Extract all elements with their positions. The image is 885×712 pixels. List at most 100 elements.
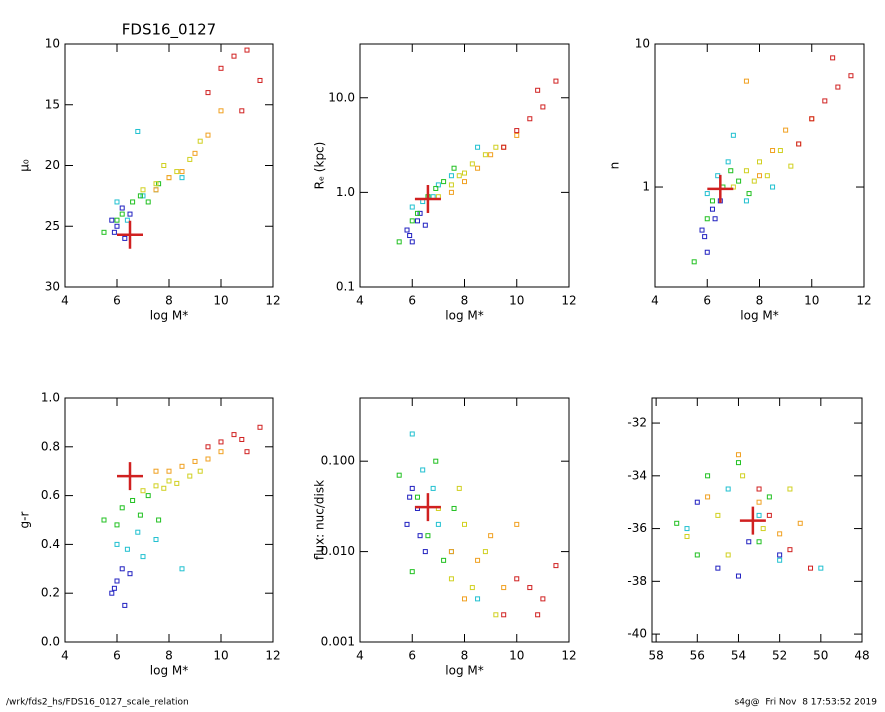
y-tick-label: 10 <box>635 37 650 51</box>
y-tick-label: 25 <box>45 219 60 233</box>
point <box>231 53 237 59</box>
point <box>712 216 718 222</box>
x-tick-label: 12 <box>561 294 576 308</box>
point <box>101 229 107 235</box>
point <box>493 612 499 618</box>
x-tick-label: 10 <box>213 294 228 308</box>
x-tick-label: 52 <box>772 649 787 663</box>
point <box>435 182 441 188</box>
point <box>783 127 789 133</box>
highlight-cross <box>117 462 143 491</box>
point <box>396 472 402 478</box>
point <box>691 259 697 265</box>
x-tick-label: 4 <box>61 649 69 663</box>
point <box>239 108 245 114</box>
point <box>409 204 415 210</box>
point <box>704 191 710 197</box>
point <box>420 467 426 473</box>
y-tick-label: 1.0 <box>336 185 355 199</box>
point <box>396 239 402 245</box>
point <box>430 485 436 491</box>
y-tick-label: 10.0 <box>328 90 355 104</box>
highlight-cross <box>414 185 441 214</box>
point <box>179 169 185 175</box>
point <box>114 223 120 229</box>
point <box>469 161 475 167</box>
point <box>751 178 757 184</box>
point <box>694 499 700 505</box>
point <box>462 596 467 602</box>
point <box>704 249 710 255</box>
point <box>705 494 711 500</box>
point <box>756 539 762 545</box>
point <box>535 87 541 93</box>
x-tick-label: 12 <box>561 649 576 663</box>
point <box>174 480 180 486</box>
point <box>231 432 237 438</box>
point <box>743 168 749 174</box>
point <box>130 497 136 503</box>
point <box>205 90 211 96</box>
point <box>140 193 146 199</box>
point <box>124 217 130 223</box>
point <box>527 116 533 122</box>
point <box>448 182 454 188</box>
point <box>404 227 410 233</box>
point <box>553 78 559 84</box>
point <box>114 522 120 528</box>
point <box>409 431 415 437</box>
point <box>501 144 507 150</box>
point <box>535 612 541 618</box>
point <box>433 185 439 191</box>
point <box>451 505 457 511</box>
y-tick-label: 0.001 <box>321 635 355 649</box>
point <box>166 468 172 474</box>
point <box>127 571 133 577</box>
y-tick-label: -32 <box>627 416 647 430</box>
point <box>488 533 494 539</box>
x-axis-label: log M* <box>740 309 778 323</box>
point <box>137 193 143 199</box>
point <box>830 55 836 61</box>
x-tick-label: 8 <box>461 649 469 663</box>
point <box>111 585 117 591</box>
point <box>757 173 762 179</box>
x-tick-label: 12 <box>265 294 280 308</box>
points <box>674 452 824 579</box>
point <box>770 148 776 154</box>
point <box>736 178 742 184</box>
y-tick-label: 0.2 <box>41 586 60 600</box>
point <box>140 554 146 560</box>
point <box>448 173 454 179</box>
x-tick-label: 4 <box>356 649 364 663</box>
point <box>441 557 447 563</box>
point <box>743 198 749 204</box>
y-axis-label: μ₀ <box>18 159 32 172</box>
y-tick-label: 0.4 <box>41 537 60 551</box>
point <box>179 463 185 469</box>
y-tick-label: 0.6 <box>41 488 60 502</box>
point <box>730 132 736 138</box>
point <box>756 499 762 505</box>
point <box>456 173 462 179</box>
points <box>101 47 263 241</box>
x-tick-label: 48 <box>854 649 869 663</box>
x-tick-label: 12 <box>856 294 871 308</box>
point <box>553 563 559 569</box>
point <box>179 175 185 181</box>
x-tick-label: 10 <box>509 649 524 663</box>
point <box>153 537 159 543</box>
x-tick-label: 54 <box>731 649 746 663</box>
point <box>540 104 546 110</box>
x-tick-label: 50 <box>813 649 828 663</box>
y-tick-label: 0.0 <box>41 635 60 649</box>
point <box>777 557 783 563</box>
point <box>409 569 415 575</box>
y-tick-label: -40 <box>627 627 647 641</box>
point <box>137 512 143 518</box>
x-tick-label: 4 <box>651 294 659 308</box>
point <box>119 211 125 217</box>
highlight-cross <box>117 220 143 249</box>
point <box>451 165 457 171</box>
